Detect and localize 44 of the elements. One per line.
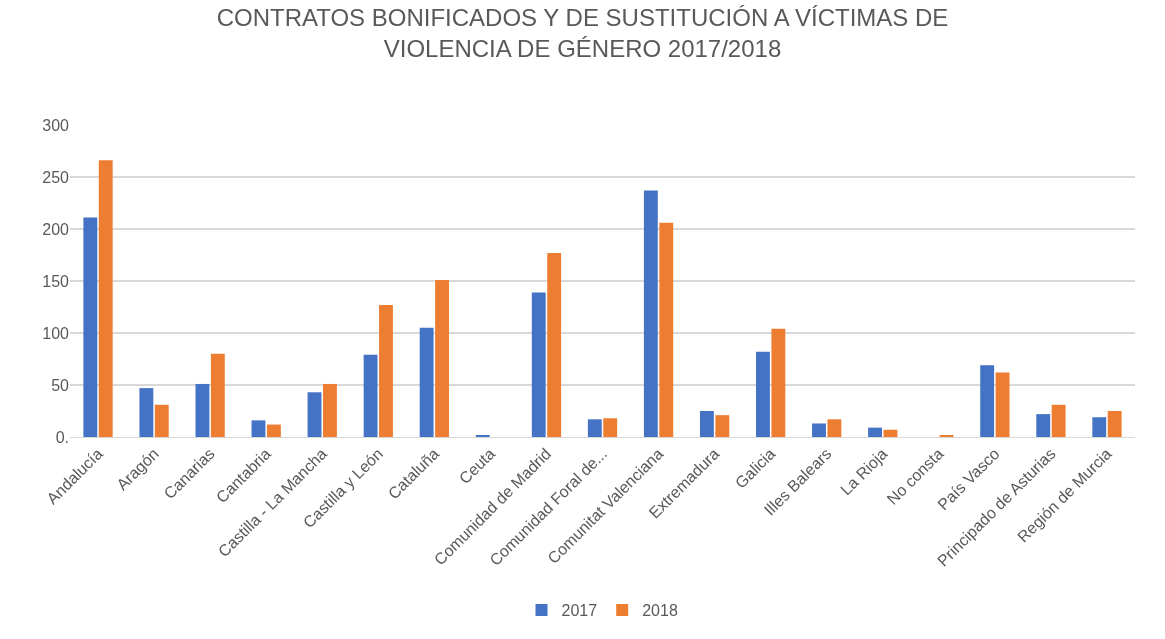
bar: [1107, 411, 1122, 437]
y-tick-label: 250: [42, 168, 70, 186]
legend-label: 2018: [642, 602, 678, 620]
bar: [980, 365, 995, 437]
bar: [307, 392, 322, 437]
bar: [756, 351, 770, 437]
bar: [995, 372, 1010, 437]
bar: [715, 415, 730, 437]
bar: [251, 420, 266, 437]
y-tick-label: 0.: [55, 428, 69, 446]
bar: [531, 292, 546, 437]
y-tick-label: 300: [42, 116, 70, 134]
y-tick-label: 50: [51, 376, 70, 394]
y-tick-label: 100: [42, 324, 70, 342]
bar: [98, 160, 113, 437]
legend-label: 2017: [561, 602, 598, 620]
bar: [1051, 404, 1066, 437]
bar: [435, 279, 449, 437]
bar: [83, 217, 98, 437]
bar: [603, 418, 618, 437]
bar: [659, 222, 674, 437]
bar: [419, 327, 434, 437]
bar: [587, 419, 602, 437]
bar: [266, 424, 281, 437]
bar: [812, 423, 826, 437]
y-tick-label: 150: [42, 272, 70, 290]
bar: [139, 388, 154, 437]
chart-title: CONTRATOS BONIFICADOS Y DE SUSTITUCIÓN A VÍCTIMAS DE VIOLENCIA DE GÉNERO 2017/2018: [216, 3, 949, 62]
bar: [210, 353, 225, 437]
bar: [771, 328, 786, 437]
bar: [883, 429, 898, 437]
bar: [195, 383, 210, 437]
y-tick-label: 200: [42, 220, 70, 238]
bar: [1036, 414, 1051, 437]
bar: [827, 419, 842, 437]
bar: [363, 354, 378, 437]
bar: [699, 411, 714, 437]
bar: [379, 304, 393, 437]
bar: [547, 252, 562, 437]
bar: [154, 404, 169, 437]
bar: [1092, 417, 1107, 437]
bar: [868, 427, 882, 437]
bar: [643, 190, 658, 437]
bar: [323, 383, 337, 437]
